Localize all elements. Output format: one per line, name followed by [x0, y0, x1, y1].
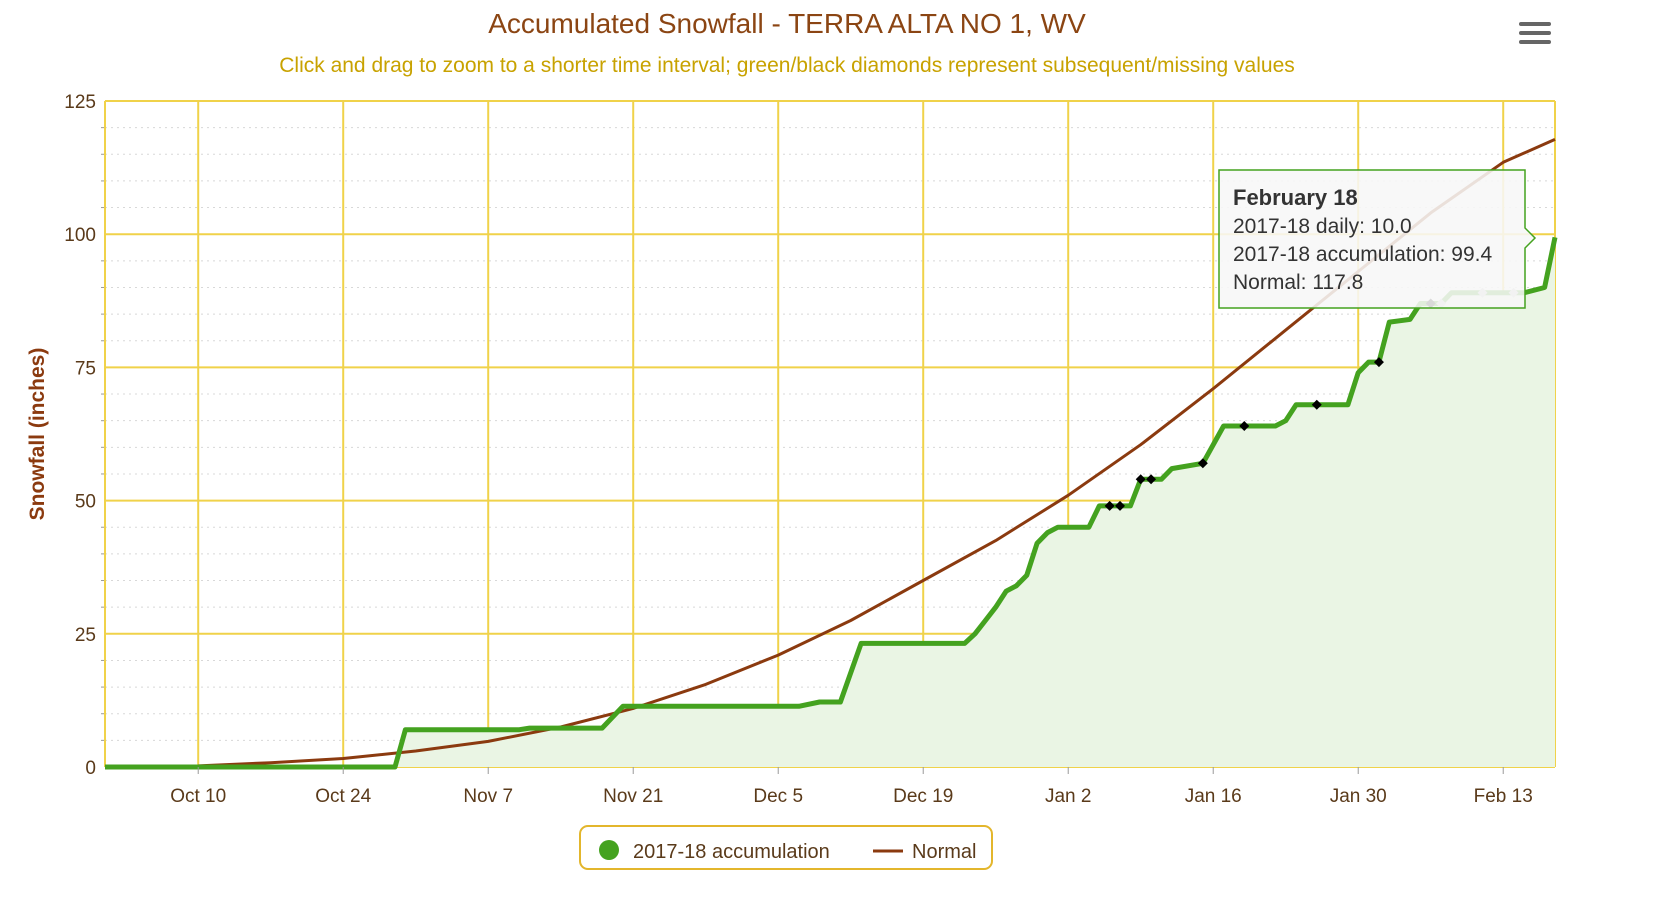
legend-label-normal: Normal	[912, 841, 976, 863]
accumulation-line-layer	[105, 236, 1558, 770]
x-tick-label: Jan 16	[1185, 786, 1242, 807]
legend-label-accumulation: 2017-18 accumulation	[633, 841, 830, 863]
grid-lines	[101, 100, 1556, 768]
missing-value-marker[interactable]	[1239, 421, 1250, 432]
missing-value-marker[interactable]	[1104, 500, 1115, 511]
tooltip-daily: 2017-18 daily: 10.0	[1233, 215, 1412, 238]
chart-title: Accumulated Snowfall - TERRA ALTA NO 1, …	[488, 8, 1086, 39]
y-axis-ticks: 0 25 50 75 100 125	[64, 92, 96, 779]
chart-subtitle: Click and drag to zoom to a shorter time…	[279, 54, 1295, 77]
legend: 2017-18 accumulation Normal	[579, 825, 993, 870]
x-tick-label: Nov 21	[603, 786, 663, 807]
missing-value-marker[interactable]	[1373, 357, 1384, 368]
accumulation-area	[105, 237, 1555, 767]
y-tick-label: 0	[85, 758, 96, 779]
x-tick-label: Dec 5	[753, 786, 803, 807]
legend-marker-accumulation	[599, 840, 619, 860]
tooltip-normal: Normal: 117.8	[1233, 271, 1363, 294]
missing-value-marker[interactable]	[1135, 474, 1146, 485]
y-tick-label: 125	[64, 92, 96, 113]
x-tick-label: Dec 19	[893, 786, 953, 807]
y-tick-label: 50	[75, 492, 96, 513]
x-tick-label: Feb 13	[1474, 786, 1533, 807]
x-tick-label: Oct 24	[315, 786, 371, 807]
y-axis-title: Snowfall (inches)	[26, 348, 49, 521]
x-tick-label: Oct 10	[170, 786, 226, 807]
x-tick-label: Jan 2	[1045, 786, 1091, 807]
missing-value-marker[interactable]	[1197, 458, 1208, 469]
missing-value-marker[interactable]	[1146, 474, 1157, 485]
y-tick-label: 100	[64, 225, 96, 246]
legend-item-normal[interactable]: Normal	[873, 841, 976, 863]
x-tick-label: Nov 7	[463, 786, 513, 807]
missing-value-marker[interactable]	[1115, 500, 1125, 511]
x-tick-label: Jan 30	[1330, 786, 1387, 807]
legend-item-accumulation[interactable]: 2017-18 accumulation	[599, 840, 830, 863]
missing-value-marker[interactable]	[1311, 399, 1322, 410]
accumulation-line[interactable]	[105, 236, 1558, 770]
y-tick-label: 25	[75, 625, 96, 646]
accumulation-area-layer	[105, 237, 1555, 767]
tooltip-accumulation: 2017-18 accumulation: 99.4	[1233, 243, 1492, 266]
hamburger-menu-icon[interactable]	[1517, 20, 1553, 48]
x-axis-ticks: Oct 10 Oct 24 Nov 7 Nov 21 Dec 5 Dec 19 Jan 2 J…	[170, 767, 1533, 807]
tooltip: February 18 2017-18 daily: 10.0 2017-18 …	[1218, 169, 1537, 309]
tooltip-date: February 18	[1233, 185, 1358, 210]
y-tick-label: 75	[75, 358, 96, 379]
